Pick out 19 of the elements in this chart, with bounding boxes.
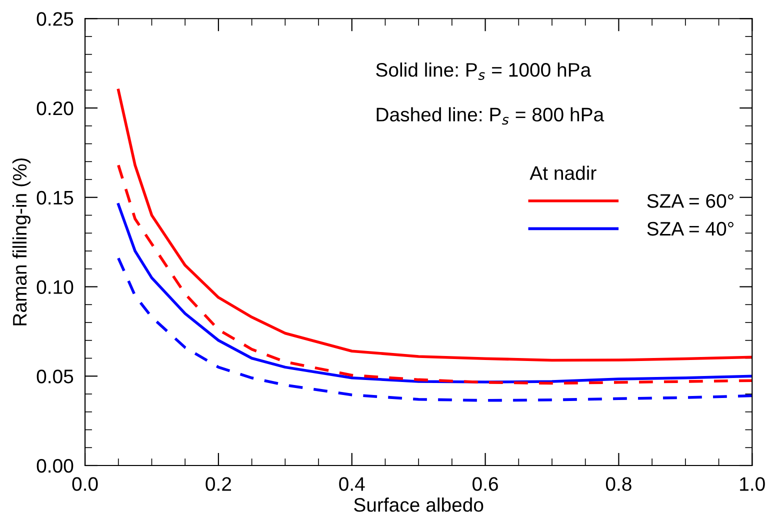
x-tick-label: 0.6 — [472, 477, 498, 491]
annotation: Dashed line: P$_{s}$ = 800 hPa — [376, 107, 604, 125]
annotation: Solid line: P$_{s}$ = 1000 hPa — [376, 62, 592, 80]
legend-label: SZA = 60° — [647, 194, 734, 208]
x-tick-label: 1.0 — [740, 477, 765, 491]
y-tick-label: 0.20 — [36, 101, 74, 116]
legend-title: At nadir — [530, 166, 596, 180]
x-tick-label: 0.4 — [339, 477, 365, 491]
x-tick-label: 0.0 — [72, 477, 98, 491]
y-tick-label: 0.15 — [36, 190, 74, 205]
legend-label: SZA = 40° — [647, 222, 734, 236]
y-tick-label: 0.00 — [36, 458, 74, 473]
y-tick-label: 0.05 — [36, 370, 74, 384]
x-tick-label: 0.8 — [606, 477, 632, 491]
x-tick-label: 0.2 — [206, 477, 231, 491]
y-tick-label: 0.10 — [36, 280, 74, 294]
x-axis-title: Surface albedo — [354, 498, 484, 512]
y-tick-label: 0.25 — [36, 12, 74, 26]
y-axis-title: Raman filling-in (%) — [12, 158, 31, 326]
